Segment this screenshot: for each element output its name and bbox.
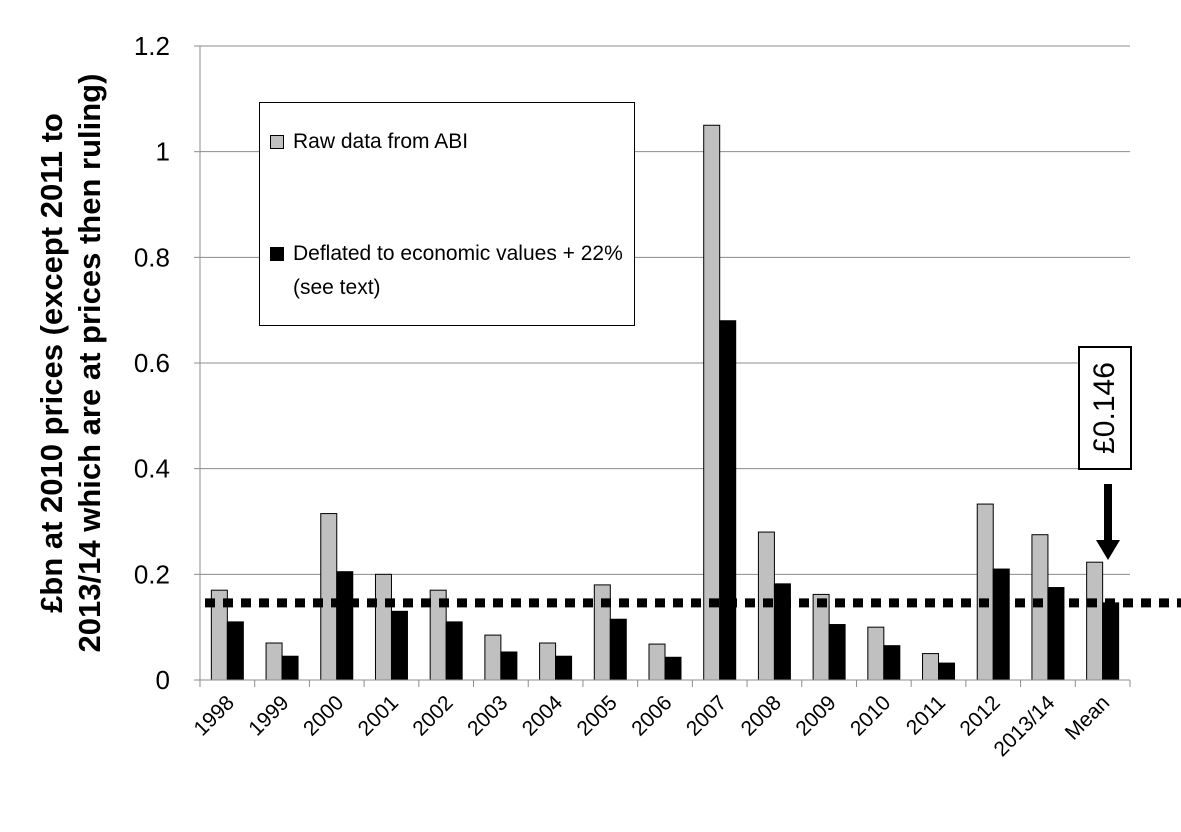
- bar-deflated: [336, 571, 354, 681]
- bar-raw: [320, 513, 338, 681]
- mean-callout-label: £0.146: [1088, 362, 1121, 454]
- y-tick-label: 0.8: [134, 242, 170, 272]
- y-tick-label: 0.6: [134, 348, 170, 378]
- y-tick-labels: 0 0.2 0.4 0.6 0.8 1 1.2: [134, 31, 170, 695]
- x-tick-label: 2003: [463, 691, 512, 740]
- x-tick-label: 2012: [955, 691, 1004, 740]
- x-tick-label: 2009: [791, 691, 840, 740]
- x-tick-label: Mean: [1061, 691, 1114, 744]
- down-arrow-icon: [1096, 484, 1120, 560]
- bar-raw: [484, 634, 502, 681]
- bar-raw: [648, 643, 666, 681]
- x-tick-label: 2005: [573, 691, 622, 740]
- y-axis-label: £bn at 2010 prices (except 2011 to2013/1…: [34, 74, 107, 653]
- legend-item-deflated: Deflated to economic values + 22% (see t…: [270, 237, 633, 305]
- bar-deflated: [226, 621, 244, 681]
- legend-item-raw: Raw data from ABI: [270, 125, 633, 159]
- x-tick-label: 2000: [299, 691, 348, 740]
- bar-deflated: [445, 621, 463, 681]
- x-tick-labels: 1998 1999 2000 2001 2002 2003 2004 2005 2006 2007…: [190, 691, 1115, 761]
- bar-deflated: [883, 645, 901, 681]
- legend-label-raw: Raw data from ABI: [293, 130, 469, 153]
- y-tick-label: 1.2: [134, 31, 170, 61]
- x-tick-label: 2007: [682, 691, 731, 740]
- bar-deflated: [1102, 602, 1120, 681]
- x-tick-label: 2013/14: [990, 691, 1060, 761]
- bars: [210, 124, 1120, 681]
- bar-deflated: [773, 583, 791, 681]
- bar-deflated: [719, 320, 737, 681]
- x-tick-label: 2001: [354, 691, 403, 740]
- y-tick-label: 0.4: [134, 454, 170, 484]
- bar-deflated: [390, 610, 408, 681]
- bar-raw: [703, 124, 721, 681]
- y-tick-label: 0.2: [134, 559, 170, 589]
- mean-callout: £0.146: [1078, 346, 1132, 470]
- legend-swatch-raw: [270, 135, 284, 149]
- x-tick-label: 2010: [846, 691, 895, 740]
- x-tick-label: 1998: [190, 691, 239, 740]
- bar-raw: [922, 653, 940, 681]
- bar-raw: [867, 626, 885, 681]
- axes: [194, 45, 1131, 687]
- bar-deflated: [609, 618, 627, 681]
- bar-raw: [1086, 561, 1104, 681]
- bar-raw: [265, 642, 283, 681]
- x-tick-label: 2004: [518, 691, 568, 741]
- x-tick-label: 2006: [627, 691, 676, 740]
- chart-legend: Raw data from ABI Deflated to economic v…: [259, 102, 635, 326]
- bar-deflated: [555, 655, 573, 681]
- x-tick-label: 2002: [408, 691, 457, 740]
- legend-swatch-deflated: [270, 247, 284, 261]
- y-tick-label: 0: [156, 665, 170, 695]
- x-tick-label: 2008: [737, 691, 786, 740]
- bar-raw: [539, 642, 557, 681]
- x-tick-label: 1999: [244, 691, 293, 740]
- bar-deflated: [992, 568, 1010, 681]
- y-tick-label: 1: [156, 137, 170, 167]
- bar-raw: [374, 573, 392, 681]
- bar-deflated: [938, 662, 956, 681]
- x-tick-label: 2011: [902, 691, 950, 739]
- bar-deflated: [664, 656, 682, 681]
- bar-raw: [976, 503, 994, 681]
- bar-deflated: [281, 655, 299, 681]
- bar-deflated: [500, 651, 518, 681]
- bar-deflated: [828, 624, 846, 681]
- legend-label-deflated: Deflated to economic values + 22% (see t…: [293, 242, 623, 299]
